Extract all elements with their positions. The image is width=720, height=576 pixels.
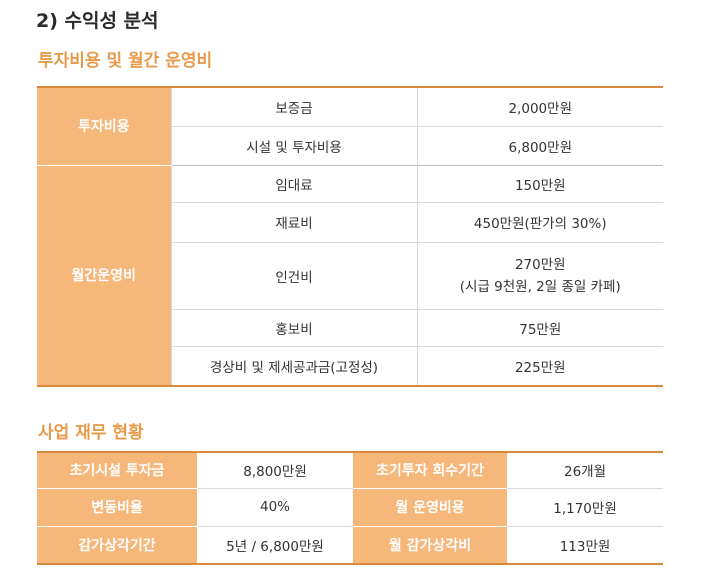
value-promotion: 75만원: [416, 309, 663, 347]
value-labor-note: (시급 9천원, 2일 종일 카페): [459, 278, 621, 295]
item-labor: 인건비: [170, 242, 417, 310]
item-rent: 임대료: [170, 165, 417, 203]
value-deposit: 2,000만원: [416, 87, 663, 127]
value-materials: 450만원(판가의 30%): [416, 202, 663, 243]
label-payback-period: 초기투자 회수기간: [353, 452, 507, 489]
label-depreciation-period: 감가상각기간: [37, 526, 197, 564]
value-payback-period: 26개월: [507, 452, 663, 489]
value-overhead-taxes: 225만원: [416, 346, 663, 386]
label-monthly-depreciation: 월 감가상각비: [353, 526, 507, 564]
label-initial-investment: 초기시설 투자금: [37, 452, 197, 489]
value-monthly-operating-cost: 1,170만원: [507, 488, 663, 527]
item-deposit: 보증금: [170, 87, 417, 127]
value-variable-ratio: 40%: [197, 488, 353, 527]
value-rent: 150만원: [416, 165, 663, 203]
value-initial-investment: 8,800만원: [197, 452, 353, 489]
value-depreciation-period: 5년 / 6,800만원: [226, 538, 324, 555]
section-heading: 2) 수익성 분석: [36, 10, 159, 32]
category-investment: 투자비용: [37, 87, 171, 166]
label-variable-ratio: 변동비율: [37, 488, 197, 527]
value-labor: 270만원 (시급 9천원, 2일 종일 카페): [416, 242, 663, 310]
item-overhead-taxes: 경상비 및 제세공과금(고정성): [170, 346, 417, 386]
label-monthly-operating-cost: 월 운영비용: [353, 488, 507, 527]
value-facility-investment: 6,800만원: [416, 126, 663, 166]
item-promotion: 홍보비: [170, 309, 417, 347]
item-facility-investment: 시설 및 투자비용: [170, 126, 417, 166]
investment-table-title: 투자비용 및 월간 운영비: [38, 51, 213, 71]
investment-cost-table: 투자비용 보증금 2,000만원 시설 및 투자비용 6,800만원 월간운영비…: [37, 86, 663, 387]
business-finance-table: 초기시설 투자금 8,800만원 초기투자 회수기간 26개월 변동비율 40%…: [37, 451, 663, 565]
category-monthly-operating: 월간운영비: [37, 165, 171, 386]
value-labor-amount: 270만원: [514, 256, 566, 273]
finance-table-title: 사업 재무 현황: [38, 423, 144, 443]
item-materials: 재료비: [170, 202, 417, 243]
value-monthly-depreciation: 113만원: [559, 538, 611, 555]
